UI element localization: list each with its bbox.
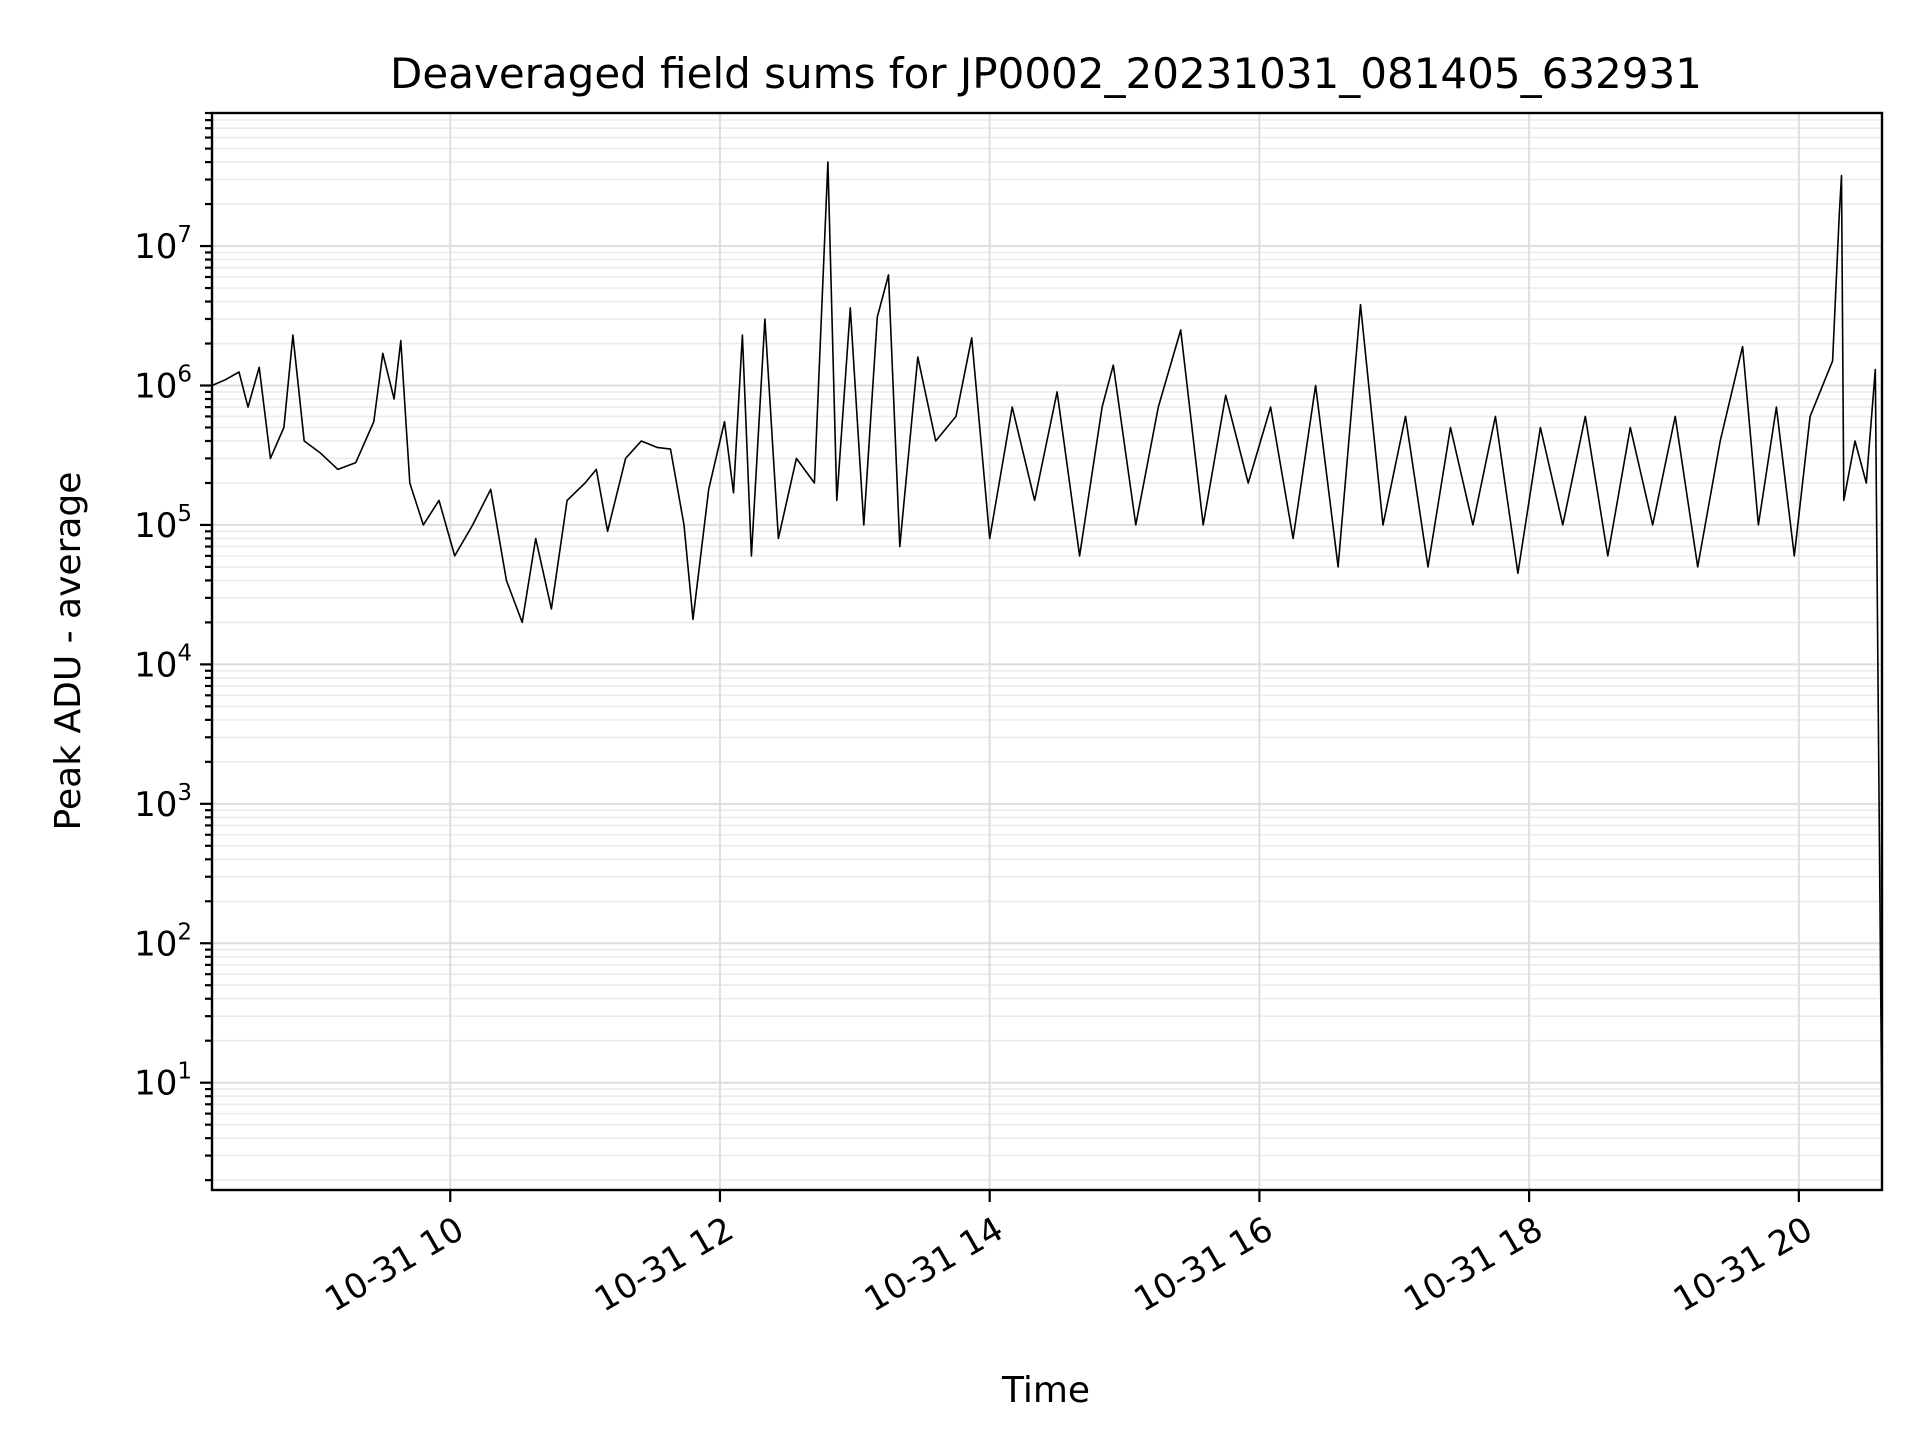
y-tick-base: 10: [134, 366, 177, 406]
y-tick-base: 10: [134, 506, 177, 546]
chart-title: Deaveraged field sums for JP0002_2023103…: [390, 49, 1702, 98]
minor-grid: [212, 112, 1882, 1181]
y-tick-base: 10: [134, 785, 177, 825]
plot-frame: [210, 111, 1884, 1192]
y-tick-exponent: 7: [177, 222, 192, 248]
y-tick-label: 105: [134, 501, 192, 546]
y-tick-exponent: 5: [177, 501, 192, 527]
y-tick-exponent: 6: [177, 361, 192, 387]
y-axis-label: Peak ADU - average: [48, 472, 89, 831]
y-tick-exponent: 3: [177, 780, 192, 806]
series-line: [211, 161, 1883, 1139]
y-tick-label: 101: [134, 1059, 192, 1104]
y-tick-base: 10: [134, 645, 177, 685]
y-tick-exponent: 1: [177, 1059, 192, 1085]
x-axis-label: Time: [1001, 1370, 1090, 1411]
y-tick-exponent: 4: [177, 640, 192, 666]
y-tick-label: 107: [134, 222, 192, 267]
y-tick-label: 106: [134, 361, 192, 406]
y-tick-label: 104: [134, 640, 192, 685]
y-tick-label: 102: [134, 919, 192, 964]
y-tick-exponent: 2: [177, 919, 192, 945]
y-tick-base: 10: [134, 924, 177, 964]
series-layer: [211, 161, 1883, 1139]
y-tick-base: 10: [134, 227, 177, 267]
y-tick-label: 103: [134, 780, 192, 825]
y-tick-base: 10: [134, 1064, 177, 1104]
major-grid: [212, 113, 1882, 1190]
